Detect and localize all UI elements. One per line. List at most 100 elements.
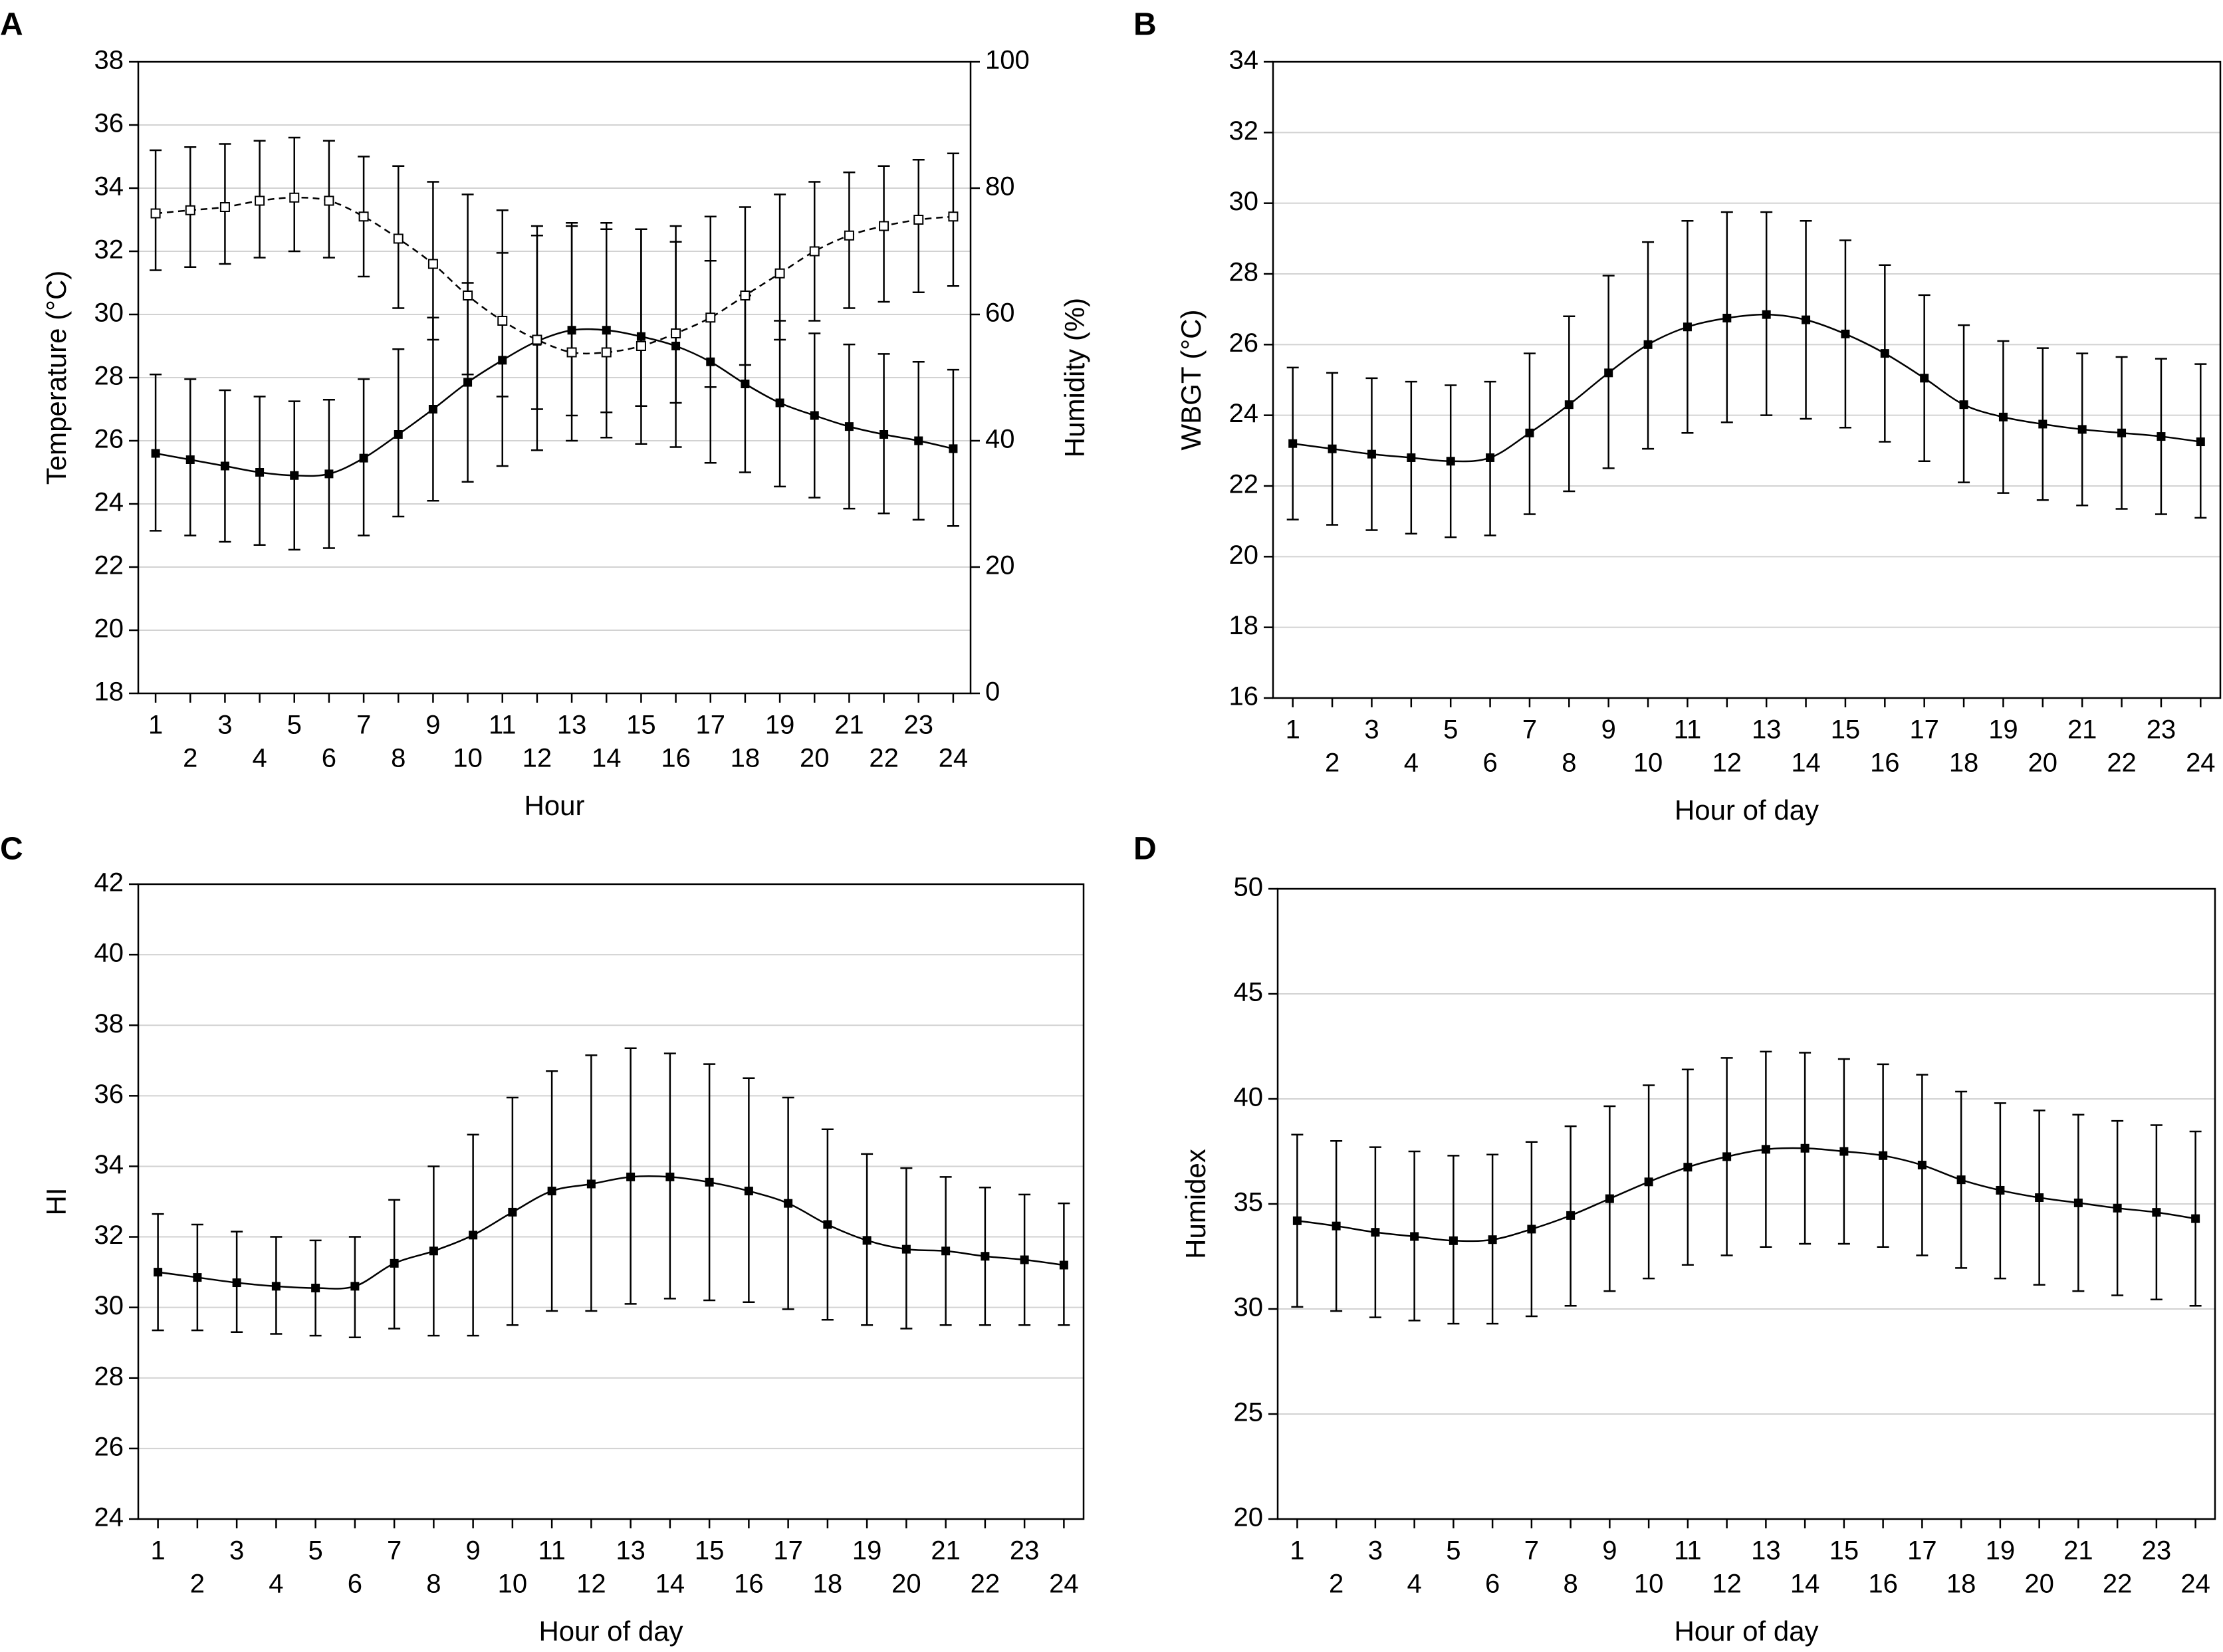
data-point (941, 1246, 951, 1256)
x-tick-label: 13 (616, 1536, 645, 1566)
data-point (1839, 1147, 1849, 1156)
data-point (427, 259, 438, 269)
x-tick-label: 9 (425, 711, 440, 740)
x-tick-label: 9 (466, 1536, 481, 1566)
x-tick-label: 23 (2147, 715, 2176, 745)
data-point (2077, 425, 2087, 434)
y2-tick-label: 20 (985, 551, 1015, 580)
data-point (350, 1282, 360, 1291)
y-axis-title: Temperature (°C) (41, 271, 72, 485)
x-tick-label: 11 (489, 711, 517, 740)
data-point (1604, 368, 1613, 378)
x-tick-label: 9 (1601, 715, 1616, 745)
x-tick-label: 1 (151, 1536, 166, 1566)
data-point (463, 291, 473, 300)
y-tick-label: 35 (1234, 1188, 1264, 1217)
data-point (844, 230, 854, 241)
x-tick-label: 23 (2142, 1536, 2172, 1566)
y2-tick-label: 0 (985, 677, 1000, 707)
data-point (428, 405, 437, 413)
data-point (914, 436, 923, 445)
data-point (1407, 453, 1416, 462)
data-point (1879, 1151, 1888, 1160)
panel-label: C (0, 832, 23, 867)
data-point (705, 312, 716, 323)
data-point (1920, 374, 1929, 383)
x-tick-label: 1 (148, 711, 163, 740)
data-point (2073, 1198, 2083, 1207)
data-point (1292, 1216, 1302, 1225)
x-tick-label: 16 (1868, 1570, 1898, 1599)
data-point (1410, 1232, 1419, 1241)
data-point (1683, 1163, 1693, 1172)
data-point (1956, 1175, 1966, 1185)
y-tick-label: 40 (94, 939, 124, 968)
y-tick-label: 18 (1229, 611, 1259, 640)
data-point (2113, 1203, 2122, 1213)
series-line (155, 196, 954, 355)
data-point (497, 316, 508, 326)
data-point (1800, 1143, 1810, 1153)
x-tick-label: 10 (498, 1570, 528, 1599)
data-point (981, 1252, 990, 1261)
x-tick-label: 7 (387, 1536, 402, 1566)
data-point (2157, 432, 2166, 441)
data-point (220, 461, 229, 471)
data-point (2117, 428, 2127, 437)
x-tick-label: 5 (287, 711, 302, 740)
y-tick-label: 22 (1229, 470, 1259, 499)
x-tick-label: 10 (1633, 749, 1663, 778)
x-tick-label: 11 (1674, 715, 1702, 745)
x-tick-label: 6 (348, 1570, 362, 1599)
data-point (1328, 444, 1337, 453)
data-point (232, 1278, 241, 1288)
x-tick-label: 5 (1443, 715, 1458, 745)
panel-label: A (0, 7, 23, 43)
data-point (671, 328, 681, 338)
data-point (1488, 1235, 1497, 1244)
x-tick-label: 14 (655, 1570, 685, 1599)
x-tick-label: 5 (1446, 1536, 1461, 1566)
y-tick-label: 36 (94, 109, 124, 138)
data-point (1722, 1152, 1732, 1161)
x-tick-label: 19 (852, 1536, 882, 1566)
x-tick-label: 6 (322, 744, 336, 773)
y-tick-label: 40 (1234, 1083, 1264, 1112)
x-tick-label: 4 (1404, 749, 1419, 778)
y-tick-label: 28 (94, 362, 124, 391)
data-point (255, 468, 265, 477)
data-point (1525, 428, 1534, 437)
y-tick-label: 30 (94, 1291, 124, 1320)
data-point (626, 1172, 636, 1181)
data-point (810, 411, 819, 420)
data-point (358, 211, 369, 222)
y-tick-label: 38 (94, 1009, 124, 1038)
y-tick-label: 30 (94, 298, 124, 328)
data-point (1998, 412, 2008, 421)
data-point (394, 430, 403, 439)
y-tick-label: 30 (1229, 187, 1259, 216)
data-point (151, 449, 160, 458)
data-point (879, 221, 889, 231)
x-tick-label: 7 (1524, 1536, 1539, 1566)
x-tick-label: 8 (426, 1570, 441, 1599)
y-tick-label: 26 (94, 1432, 124, 1461)
y-axis-title: WBGT (°C) (1175, 310, 1207, 451)
data-point (949, 444, 958, 453)
data-point (741, 380, 750, 388)
data-point (1564, 400, 1574, 410)
panel-label: B (1133, 7, 1157, 43)
x-tick-label: 1 (1290, 1536, 1304, 1566)
data-point (2038, 419, 2048, 429)
x-tick-label: 10 (453, 744, 483, 773)
y-tick-label: 24 (1229, 399, 1259, 428)
x-tick-label: 7 (1522, 715, 1537, 745)
panel-a: A1820222426283032343638020406080100Humid… (0, 7, 1090, 821)
x-axis-title: Hour of day (538, 1615, 683, 1647)
data-point (1762, 310, 1771, 319)
y-tick-label: 28 (1229, 258, 1259, 287)
data-point (1917, 1161, 1927, 1170)
x-tick-label: 16 (661, 744, 691, 773)
